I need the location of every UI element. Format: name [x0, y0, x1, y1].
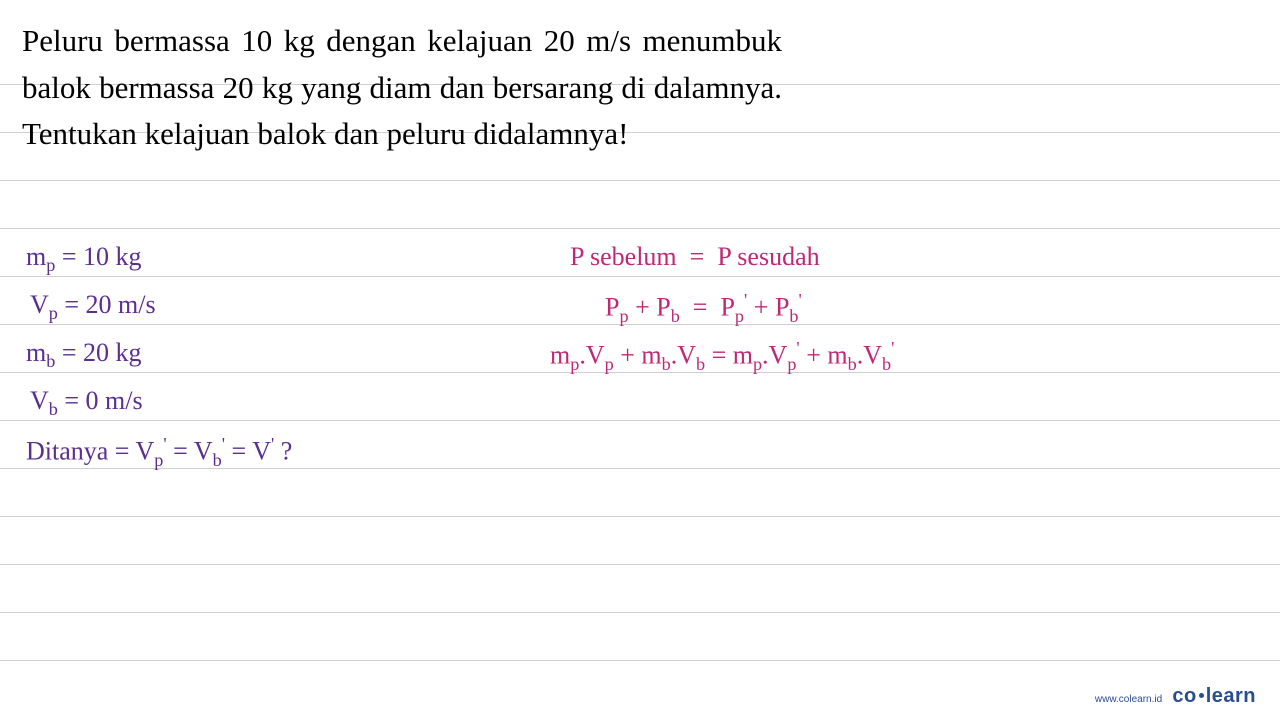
- given-vp: Vp = 20 m/s: [30, 290, 156, 324]
- given-mp: mp = 10 kg: [26, 242, 142, 276]
- eq-momentum-sum: Pp + Pb = Pp' + Pb': [605, 290, 802, 327]
- footer-brand: colearn: [1172, 685, 1256, 707]
- given-vb: Vb = 0 m/s: [30, 386, 143, 420]
- asked: Ditanya = Vp' = Vb' = V' ?: [26, 434, 292, 471]
- given-mb: mb = 20 kg: [26, 338, 142, 372]
- eq-momentum-expanded: mp.Vp + mb.Vb = mp.Vp' + mb.Vb': [550, 338, 894, 375]
- footer: www.colearn.id colearn: [1095, 685, 1256, 708]
- footer-url: www.colearn.id: [1095, 694, 1162, 705]
- eq-conservation: P sebelum = P sesudah: [570, 242, 820, 272]
- problem-text: Peluru bermassa 10 kg dengan kelajuan 20…: [22, 18, 782, 158]
